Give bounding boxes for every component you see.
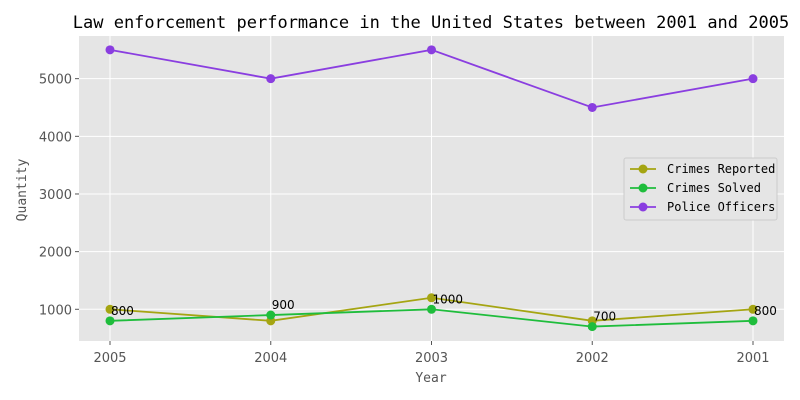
data-point-police-officers bbox=[748, 74, 758, 84]
legend-label-crimes-reported: Crimes Reported bbox=[667, 162, 775, 176]
legend-box bbox=[623, 157, 778, 221]
x-tick-label: 2003 bbox=[415, 351, 448, 366]
y-tick-label: 5000 bbox=[39, 73, 72, 88]
data-point-crimes-reported bbox=[427, 293, 436, 303]
data-point-crimes-solved bbox=[105, 316, 115, 326]
x-tick-label: 2005 bbox=[93, 351, 126, 366]
data-point-crimes-solved bbox=[587, 322, 597, 332]
series-crimes-solved bbox=[105, 304, 758, 332]
data-point-police-officers bbox=[587, 102, 597, 112]
y-tick-label: 2000 bbox=[39, 246, 72, 261]
data-point-crimes-reported bbox=[748, 304, 758, 314]
x-tick-label: 2001 bbox=[736, 351, 769, 366]
data-point-police-officers bbox=[266, 74, 276, 84]
x-tick-label: 2002 bbox=[576, 351, 609, 366]
data-point-crimes-solved bbox=[748, 316, 758, 326]
series-police-officers bbox=[105, 45, 758, 112]
chart-title: Law enforcement performance in the Unite… bbox=[73, 13, 789, 33]
data-label: 700 bbox=[593, 310, 616, 324]
data-point-police-officers bbox=[427, 45, 436, 55]
legend-marker-police-officers bbox=[638, 202, 648, 212]
legend: Crimes Reported Crimes Solved Police Offic… bbox=[623, 157, 778, 221]
data-point-crimes-solved bbox=[427, 304, 436, 314]
y-tick-label: 3000 bbox=[39, 188, 72, 203]
y-axis-label: Quantity bbox=[15, 159, 30, 222]
legend-marker-crimes-reported bbox=[638, 164, 648, 174]
data-label: 800 bbox=[754, 304, 777, 318]
data-label: 1000 bbox=[433, 292, 464, 306]
x-tick-label: 2004 bbox=[254, 351, 287, 366]
legend-marker-crimes-solved bbox=[638, 183, 648, 193]
y-tick-label: 4000 bbox=[39, 130, 72, 145]
data-label: 900 bbox=[272, 298, 295, 312]
data-label: 800 bbox=[111, 304, 134, 318]
x-axis-ticks: 2005 2004 2003 2002 2001 bbox=[93, 341, 770, 366]
x-axis-label: Year bbox=[415, 371, 446, 386]
legend-label-crimes-solved: Crimes Solved bbox=[667, 181, 761, 195]
y-tick-label: 1000 bbox=[39, 303, 72, 318]
y-axis-ticks: 1000 2000 3000 4000 5000 bbox=[39, 73, 79, 318]
series-lines bbox=[105, 45, 758, 332]
legend-label-police-officers: Police Officers bbox=[667, 200, 775, 214]
data-labels: 800 900 1000 700 800 bbox=[111, 292, 777, 323]
data-point-crimes-reported bbox=[105, 304, 115, 314]
data-point-police-officers bbox=[105, 45, 115, 55]
data-point-crimes-solved bbox=[266, 310, 276, 320]
